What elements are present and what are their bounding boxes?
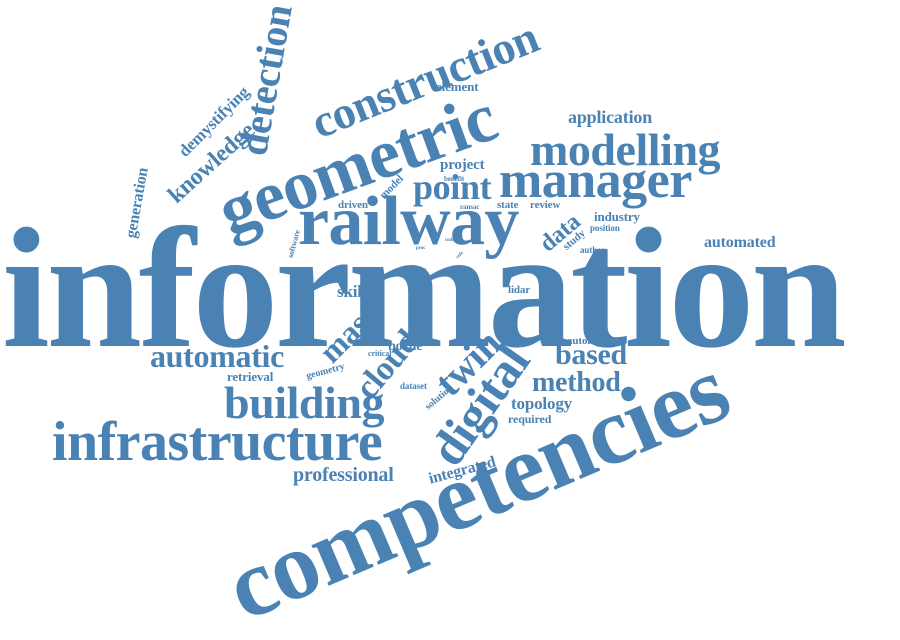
word-method: method	[532, 367, 621, 398]
word-dataset: dataset	[400, 381, 427, 391]
word-critical: critical	[368, 349, 392, 358]
word-need: need	[465, 312, 479, 320]
word-state: state	[497, 199, 519, 211]
word-topology: topology	[511, 394, 572, 413]
word-borne: borne	[388, 339, 423, 354]
word-role: role	[409, 273, 430, 288]
word-point: point	[413, 167, 492, 207]
word-automated: automated	[704, 234, 776, 251]
word-project: project	[440, 157, 485, 173]
word-building: building	[224, 377, 384, 428]
word-lidar: lidar	[508, 284, 531, 296]
word-cost: cost	[418, 268, 427, 273]
word-ransac: ransac	[460, 203, 480, 211]
word-time: time	[463, 294, 480, 304]
word-industry: industry	[594, 209, 640, 224]
word-rail: rail	[459, 275, 475, 294]
word-author: author	[580, 245, 606, 255]
word-based: based	[555, 338, 627, 371]
word-benefit: benefit	[444, 175, 465, 183]
word-task: task	[463, 304, 477, 313]
word-professional: professional	[293, 464, 394, 486]
word-application: application	[568, 107, 653, 127]
word-position: position	[590, 223, 620, 233]
word-automate: automate	[567, 335, 611, 347]
word-retrieval: retrieval	[227, 369, 274, 384]
word-manager: manager	[499, 152, 692, 209]
word-review: review	[530, 199, 561, 211]
word-infrastructure: infrastructure	[52, 411, 383, 473]
word-proc: proc	[416, 246, 426, 251]
word-element: element	[436, 79, 479, 94]
word-skill: skill	[337, 282, 367, 301]
word-railway: railway	[298, 183, 519, 260]
word-modelling: modelling	[530, 124, 721, 175]
word-driven: driven	[338, 199, 368, 211]
word-code: code	[445, 238, 455, 243]
word-required: required	[508, 412, 552, 426]
word-automatic: automatic	[150, 338, 284, 374]
word-information: information	[2, 194, 847, 384]
